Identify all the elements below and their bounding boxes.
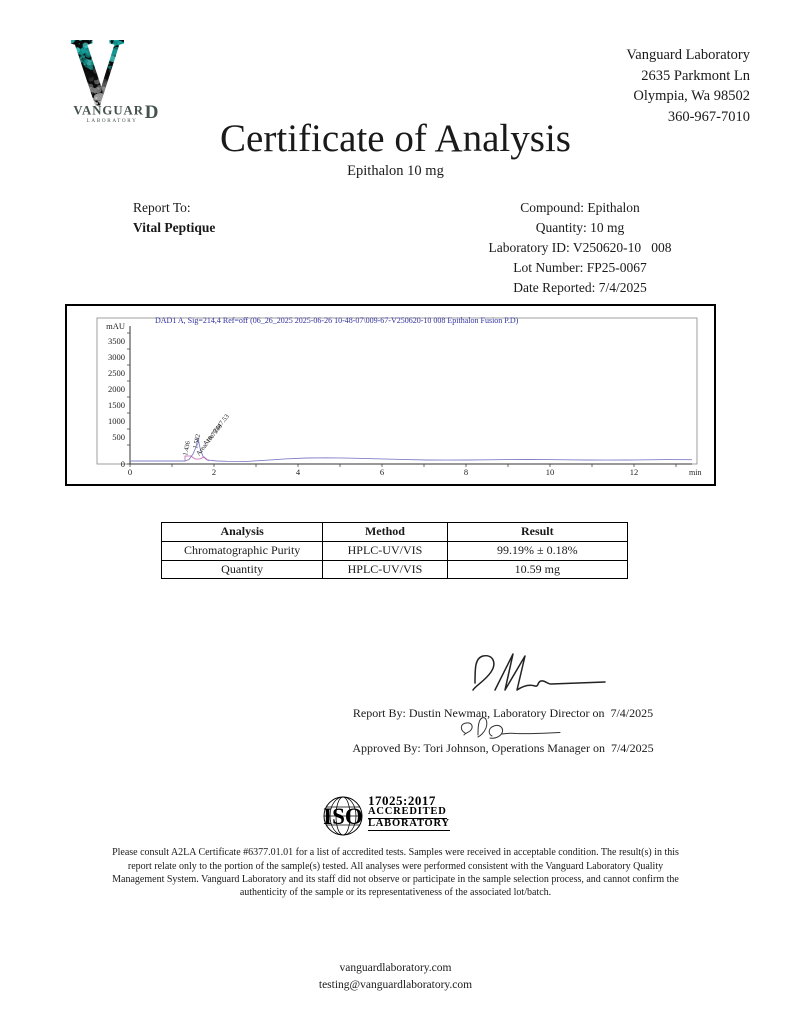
svg-text:8: 8 [464,467,468,477]
svg-text:min: min [689,468,701,477]
svg-text:ISO: ISO [323,804,363,829]
svg-text:1500: 1500 [108,400,125,410]
svg-text:1000: 1000 [108,416,125,426]
svg-text:10: 10 [546,467,555,477]
svg-text:1.436: 1.436 [182,440,192,457]
svg-text:500: 500 [112,432,125,442]
svg-text:3500: 3500 [108,336,125,346]
svg-text:0: 0 [128,467,132,477]
svg-text:0: 0 [121,459,125,469]
svg-text:6: 6 [380,467,384,477]
svg-text:mAU: mAU [106,321,125,331]
svg-text:2500: 2500 [108,368,125,378]
svg-text:2000: 2000 [108,384,125,394]
svg-text:4: 4 [296,467,301,477]
svg-text:2: 2 [212,467,216,477]
svg-text:DAD1 A, Sig=214,4 Ref=off (06_: DAD1 A, Sig=214,4 Ref=off (06_26_2025 20… [155,316,519,325]
svg-text:3000: 3000 [108,352,125,362]
svg-text:12: 12 [630,467,639,477]
